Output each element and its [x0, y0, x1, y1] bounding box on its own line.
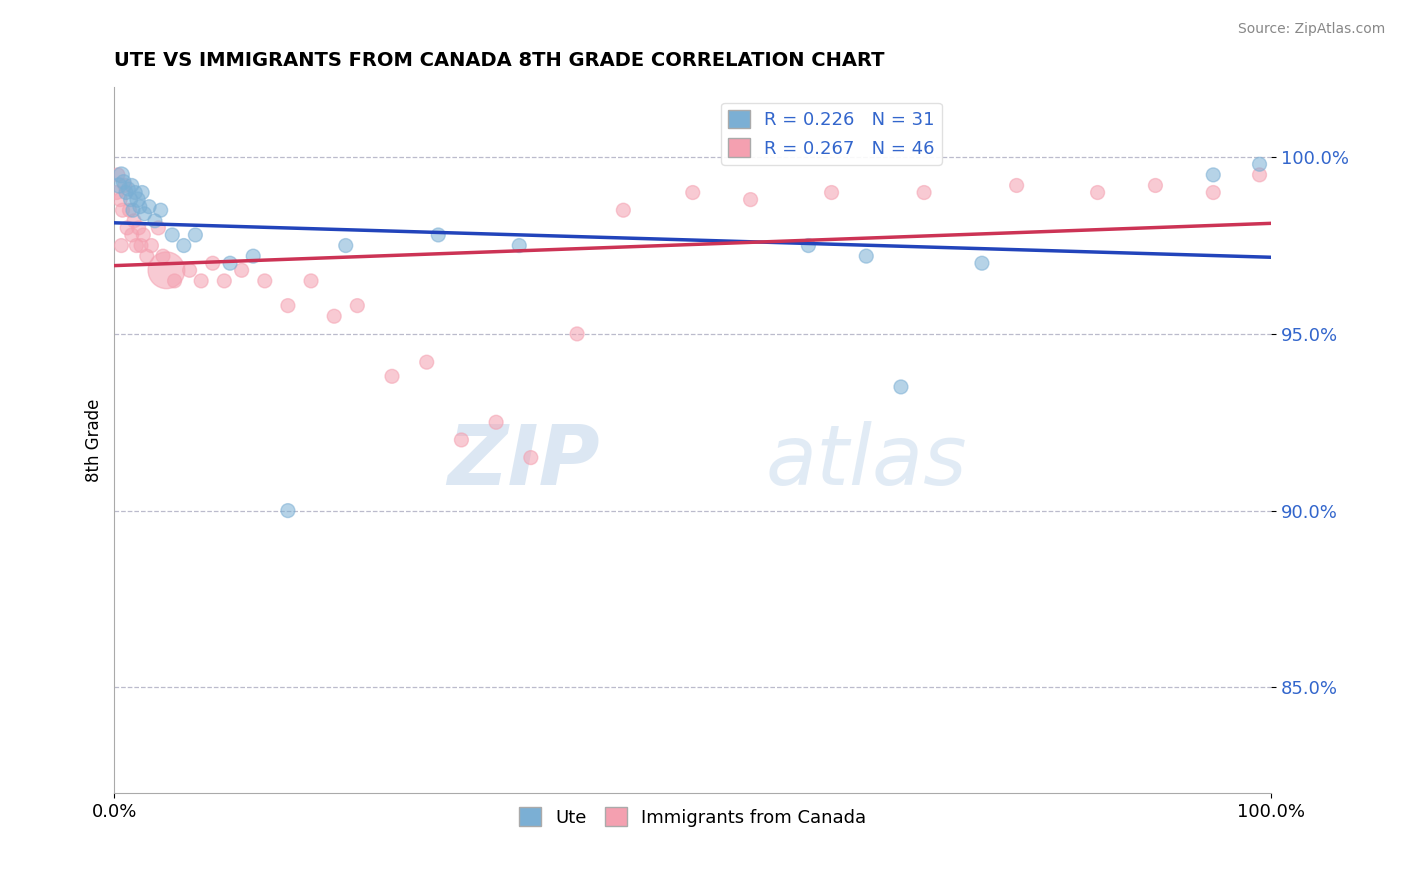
Point [912, 186, 935, 200]
Point [127, 193, 149, 207]
Point [155, 263, 177, 277]
Point [740, 193, 762, 207]
Point [277, 503, 299, 517]
Point [128, 200, 150, 214]
Point [117, 182, 139, 196]
Point [682, 186, 704, 200]
Point [107, 168, 129, 182]
Point [121, 178, 143, 193]
Point [201, 256, 224, 270]
Point [122, 203, 145, 218]
Point [143, 214, 166, 228]
Point [231, 263, 253, 277]
Point [124, 186, 146, 200]
Point [115, 186, 138, 200]
Point [219, 256, 242, 270]
Point [214, 274, 236, 288]
Point [612, 203, 634, 218]
Point [128, 220, 150, 235]
Point [120, 193, 142, 207]
Point [797, 238, 820, 252]
Point [346, 299, 368, 313]
Point [152, 249, 174, 263]
Point [141, 238, 163, 252]
Point [112, 175, 135, 189]
Point [242, 249, 264, 263]
Point [277, 299, 299, 313]
Text: atlas: atlas [765, 421, 967, 501]
Point [108, 193, 131, 207]
Point [138, 200, 160, 214]
Point [184, 227, 207, 242]
Point [855, 249, 877, 263]
Point [105, 186, 128, 200]
Point [163, 274, 186, 288]
Point [335, 238, 357, 252]
Point [173, 238, 195, 252]
Point [323, 310, 346, 324]
Text: ZIP: ZIP [447, 421, 600, 501]
Point [1202, 186, 1225, 200]
Point [508, 238, 530, 252]
Point [299, 274, 322, 288]
Point [1005, 178, 1028, 193]
Point [110, 238, 132, 252]
Point [820, 186, 842, 200]
Point [565, 326, 588, 341]
Point [125, 238, 148, 252]
Point [485, 415, 508, 429]
Point [135, 249, 157, 263]
Point [115, 220, 138, 235]
Point [111, 203, 134, 218]
Point [427, 227, 450, 242]
Point [162, 227, 184, 242]
Point [110, 168, 132, 182]
Point [108, 178, 131, 193]
Point [415, 355, 437, 369]
Text: Source: ZipAtlas.com: Source: ZipAtlas.com [1237, 22, 1385, 37]
Point [132, 227, 155, 242]
Text: UTE VS IMMIGRANTS FROM CANADA 8TH GRADE CORRELATION CHART: UTE VS IMMIGRANTS FROM CANADA 8TH GRADE … [114, 51, 884, 70]
Point [253, 274, 276, 288]
Point [131, 186, 153, 200]
Point [520, 450, 543, 465]
Point [121, 227, 143, 242]
Point [1249, 168, 1271, 182]
Point [190, 274, 212, 288]
Point [1087, 186, 1109, 200]
Point [970, 256, 993, 270]
Point [1249, 157, 1271, 171]
Point [1144, 178, 1167, 193]
Point [179, 263, 201, 277]
Point [118, 203, 141, 218]
Legend: Ute, Immigrants from Canada: Ute, Immigrants from Canada [512, 800, 873, 834]
Point [122, 214, 145, 228]
Point [149, 203, 172, 218]
Point [129, 238, 152, 252]
Point [890, 380, 912, 394]
Point [381, 369, 404, 384]
Point [114, 178, 136, 193]
Point [134, 207, 156, 221]
Point [1202, 168, 1225, 182]
Y-axis label: 8th Grade: 8th Grade [86, 398, 103, 482]
Point [450, 433, 472, 447]
Point [148, 220, 170, 235]
